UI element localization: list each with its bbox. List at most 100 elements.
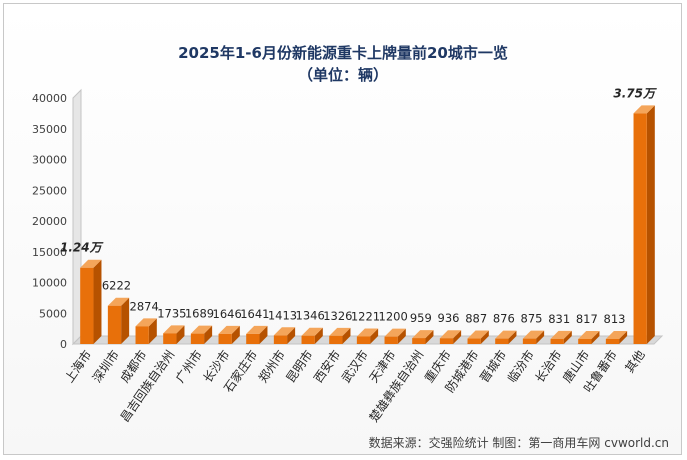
bar-top <box>633 105 655 114</box>
bar-side <box>453 330 462 344</box>
data-label: 959 <box>410 311 432 325</box>
bar <box>80 259 102 344</box>
bar-series <box>80 105 655 344</box>
x-tick-label: 临汾市 <box>504 347 537 385</box>
data-label: 1200 <box>379 310 408 324</box>
bar-side <box>259 325 268 344</box>
x-tick-label: 武汉市 <box>338 347 371 385</box>
bar <box>163 325 185 344</box>
data-label: 1646 <box>213 307 242 321</box>
bar-front <box>578 338 592 344</box>
y-axis: 0 5000 10000 15000 20000 25000 30000 35000 40000 <box>32 92 67 351</box>
bar-top <box>190 325 213 334</box>
bar-front <box>412 338 426 344</box>
data-label: 875 <box>521 312 543 326</box>
bar-front <box>439 338 454 344</box>
bar <box>329 327 351 344</box>
bar-top <box>522 330 545 339</box>
bar-top <box>384 328 406 337</box>
y-tick-label: 25000 <box>32 184 67 197</box>
bar-front <box>163 333 177 344</box>
data-label: 1735 <box>157 306 186 320</box>
bar <box>550 330 572 344</box>
bar <box>522 330 545 344</box>
x-tick-label: 昌吉回族自治州 <box>118 348 178 425</box>
data-label: 1346 <box>296 309 325 323</box>
chart-frame <box>3 3 682 455</box>
y-tick-label: 0 <box>60 338 67 351</box>
bar-front <box>605 339 620 344</box>
x-tick-label: 其他 <box>622 348 647 376</box>
data-label: 936 <box>438 311 460 325</box>
x-tick-label: 西安市 <box>310 347 343 385</box>
bar-side <box>148 318 157 344</box>
bar-top <box>273 327 296 336</box>
bar-front <box>495 338 509 344</box>
bar-top <box>412 330 434 339</box>
bar-top <box>246 325 268 334</box>
bar <box>495 330 517 344</box>
bar <box>356 328 379 344</box>
bar-side <box>480 330 489 344</box>
bar-front <box>80 267 94 344</box>
data-label: 817 <box>576 312 598 326</box>
bar-side <box>536 330 545 344</box>
bar-front <box>329 335 343 344</box>
bar-front <box>218 333 232 344</box>
bar-side <box>314 327 323 344</box>
data-labels: 1.24万 6222 2874173516891646164114131346132… <box>60 86 657 326</box>
bar-side <box>176 325 185 344</box>
chart-title: 2025年1-6月份新能源重卡上牌量前20城市一览 <box>178 44 508 62</box>
x-tick-label: 晋城市 <box>476 347 509 385</box>
bar-side <box>619 331 628 344</box>
bar-front <box>633 113 647 344</box>
bar-side <box>425 330 434 344</box>
data-label: 1.24万 <box>60 241 104 255</box>
bar-top <box>80 259 102 268</box>
bar-side <box>93 259 102 344</box>
y-tick-label: 10000 <box>32 277 67 290</box>
bar-front <box>246 333 260 344</box>
bar <box>190 325 213 344</box>
bar-top <box>467 330 489 339</box>
x-axis: 上海市深圳市成都市昌吉回族自治州广州市长沙市石家庄市郑州市昆明市西安市武汉市天津… <box>61 347 647 424</box>
data-label: 1413 <box>268 308 297 322</box>
bar-top <box>163 325 185 334</box>
data-label: 2874 <box>130 299 159 313</box>
bar <box>384 328 406 344</box>
x-tick-label: 深圳市 <box>89 347 122 385</box>
bar-top <box>439 330 462 339</box>
y-tick-label: 15000 <box>32 246 67 259</box>
bar-top <box>495 330 517 339</box>
bar <box>605 331 628 344</box>
bar-side <box>231 325 240 344</box>
bar <box>633 105 655 344</box>
bar <box>578 330 600 344</box>
bar <box>135 318 157 344</box>
bar-side <box>204 325 213 344</box>
bar-top <box>550 330 572 339</box>
bar-side <box>370 328 379 344</box>
bar-side <box>342 327 351 344</box>
y-tick-label: 40000 <box>32 92 67 105</box>
bar-side <box>508 330 517 344</box>
x-tick-label: 上海市 <box>61 347 94 385</box>
x-tick-label: 广州市 <box>172 347 205 385</box>
bar-front <box>384 336 398 344</box>
bar <box>439 330 462 344</box>
data-label: 876 <box>493 312 515 326</box>
bar-front <box>356 336 371 344</box>
bar-front <box>107 305 122 344</box>
bar-side <box>591 330 600 344</box>
data-label: 1689 <box>185 307 214 321</box>
bar <box>218 325 240 344</box>
data-label: 1641 <box>240 307 269 321</box>
bar-top <box>135 318 157 327</box>
bar-side <box>646 105 655 344</box>
bar-top <box>329 327 351 336</box>
bar <box>301 327 323 344</box>
bar-top <box>107 297 130 306</box>
bar-top <box>218 325 240 334</box>
bar-top <box>578 330 600 339</box>
